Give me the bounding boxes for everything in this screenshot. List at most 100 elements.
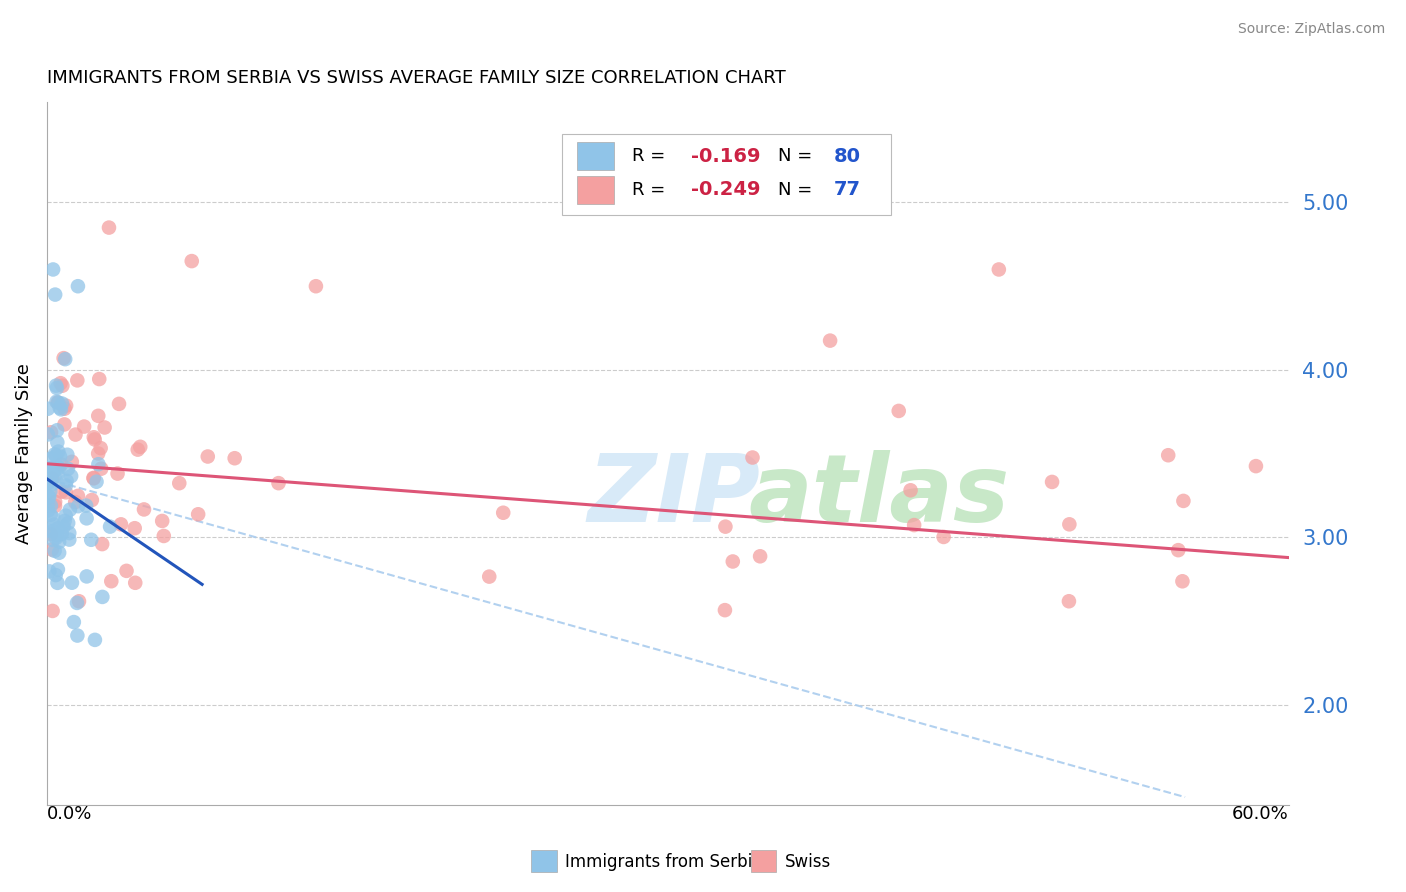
Point <box>53 417 76 432</box>
Point <box>38 461 60 475</box>
Point <box>1171 574 1194 589</box>
Point <box>55 399 77 413</box>
FancyBboxPatch shape <box>576 176 614 204</box>
Point <box>45 531 67 545</box>
Point <box>41 471 63 485</box>
Point <box>129 440 152 454</box>
Point <box>44 287 66 301</box>
Point <box>93 420 115 434</box>
Point <box>48 534 70 549</box>
Point <box>60 575 83 590</box>
Point <box>46 458 69 473</box>
Point <box>39 425 62 440</box>
Point <box>46 423 69 437</box>
Point <box>53 401 76 416</box>
Point <box>45 568 67 582</box>
Point <box>83 433 105 447</box>
Point <box>41 477 63 491</box>
Point <box>59 502 82 516</box>
Point <box>45 378 67 392</box>
Point <box>42 510 65 524</box>
Point <box>108 397 131 411</box>
Point <box>37 475 59 490</box>
Point <box>98 220 121 235</box>
Point <box>76 511 98 525</box>
Point <box>46 575 69 590</box>
Point <box>58 526 80 541</box>
Text: Swiss: Swiss <box>785 853 831 871</box>
Point <box>44 464 66 478</box>
Point <box>51 396 73 410</box>
Point <box>66 489 89 503</box>
Point <box>180 254 202 268</box>
Point <box>49 376 72 391</box>
Point <box>58 533 80 547</box>
Point <box>46 395 69 409</box>
Text: 0.0%: 0.0% <box>46 805 93 823</box>
Point <box>55 485 77 500</box>
Point <box>60 455 83 469</box>
Point <box>46 521 69 535</box>
Point <box>478 569 501 583</box>
Point <box>1040 475 1063 489</box>
Point <box>37 498 59 512</box>
Point <box>41 466 63 480</box>
Point <box>127 442 149 457</box>
Point <box>45 381 67 395</box>
Point <box>66 596 89 610</box>
Point <box>900 483 922 498</box>
Point <box>67 499 90 513</box>
Text: ZIP: ZIP <box>588 450 759 542</box>
Point <box>39 527 62 541</box>
Point <box>305 279 328 293</box>
Text: Immigrants from Serbia: Immigrants from Serbia <box>565 853 762 871</box>
Point <box>721 554 744 568</box>
Point <box>38 490 60 504</box>
Point <box>100 574 122 589</box>
Point <box>91 590 114 604</box>
Text: -0.249: -0.249 <box>692 180 761 200</box>
Point <box>86 475 108 489</box>
Point <box>63 495 86 509</box>
Point <box>52 520 75 534</box>
Point <box>66 279 89 293</box>
Point <box>82 471 104 485</box>
Point <box>124 521 146 535</box>
Point <box>714 603 737 617</box>
Point <box>46 467 69 481</box>
Point <box>887 404 910 418</box>
Point <box>41 473 63 487</box>
Point <box>44 447 66 461</box>
Text: R =: R = <box>631 181 671 199</box>
Point <box>48 460 70 475</box>
Text: 60.0%: 60.0% <box>1232 805 1288 823</box>
Point <box>115 564 138 578</box>
Point <box>46 435 69 450</box>
Point <box>87 457 110 471</box>
Point <box>53 352 76 367</box>
Point <box>37 503 59 517</box>
Point <box>39 499 62 513</box>
Point <box>42 533 65 547</box>
Point <box>76 569 98 583</box>
Text: N =: N = <box>779 181 818 199</box>
Point <box>48 401 70 415</box>
Text: R =: R = <box>631 147 671 165</box>
Point <box>48 444 70 458</box>
Point <box>48 546 70 560</box>
Point <box>124 575 146 590</box>
Point <box>107 467 129 481</box>
Text: atlas: atlas <box>748 450 1010 542</box>
Point <box>749 549 772 564</box>
Point <box>44 495 66 509</box>
Point <box>987 262 1010 277</box>
Point <box>39 451 62 466</box>
Point <box>90 441 112 455</box>
Point <box>1167 543 1189 558</box>
Point <box>80 533 103 547</box>
Point <box>492 506 515 520</box>
Point <box>83 430 105 444</box>
Point <box>55 478 77 492</box>
Point <box>80 493 103 508</box>
Point <box>45 528 67 542</box>
